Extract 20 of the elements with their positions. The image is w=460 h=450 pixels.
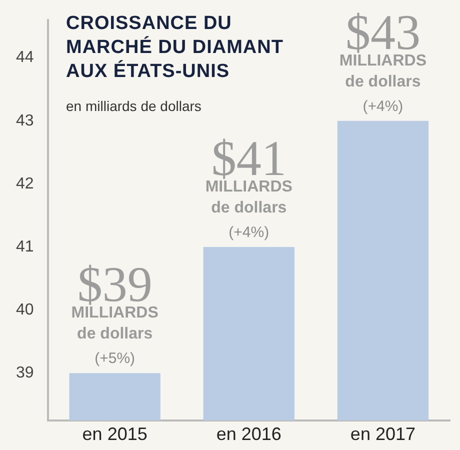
text: en milliards de dollars <box>66 98 202 114</box>
annotation: (+5%) <box>94 350 136 368</box>
y-tick-label: 40 <box>16 301 34 318</box>
annotation: (+4%) <box>228 224 270 242</box>
annotation: MILLIARDS <box>71 304 159 322</box>
x-tick-label: en 2017 <box>350 424 416 444</box>
annotation: MILLIARDS <box>339 52 427 70</box>
annotation: MILLIARDS <box>205 178 293 196</box>
y-tick-label: 41 <box>16 238 34 256</box>
x-tick-label: en 2015 <box>82 424 148 444</box>
annotation: de dollars <box>211 199 287 216</box>
text: CROISSANCE DU MARCHÉ DU DIAMANT AUX ÉTATS-UNIS <box>66 12 284 84</box>
y-tick-label: 43 <box>16 112 34 130</box>
y-tick-label: 44 <box>16 49 34 66</box>
y-tick-label: 39 <box>16 364 34 382</box>
annotation: de dollars <box>345 73 421 90</box>
annotation: de dollars <box>77 326 153 343</box>
annotation: (+4%) <box>362 98 404 116</box>
y-tick-label: 42 <box>16 175 34 192</box>
x-tick-label: en 2016 <box>216 424 282 444</box>
